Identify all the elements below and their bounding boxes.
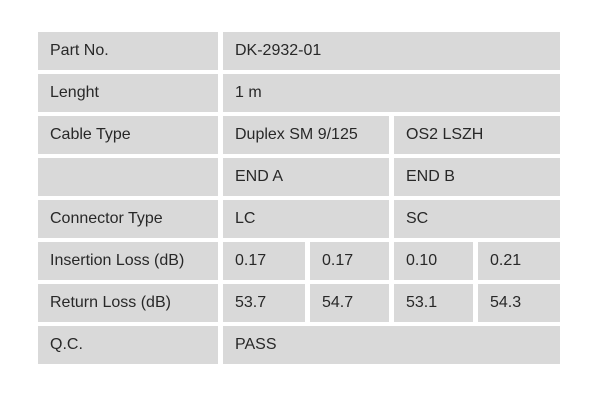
- table-row-insertion-loss: Insertion Loss (dB) 0.17 0.17 0.10 0.21: [38, 242, 560, 280]
- table-row-part-no: Part No. DK-2932-01: [38, 32, 560, 70]
- cable-type-end-a: Duplex SM 9/125: [223, 116, 389, 154]
- cable-type-end-b: OS2 LSZH: [394, 116, 560, 154]
- insertion-loss-end-a-1: 0.17: [223, 242, 305, 280]
- spec-table: Part No. DK-2932-01 Lenght 1 m Cable Typ…: [33, 28, 565, 368]
- table-row-end-headers: END A END B: [38, 158, 560, 196]
- qc-value: PASS: [223, 326, 560, 364]
- insertion-loss-end-b-1: 0.10: [394, 242, 473, 280]
- connector-type-label: Connector Type: [38, 200, 218, 238]
- connector-type-end-b: SC: [394, 200, 560, 238]
- cable-type-label: Cable Type: [38, 116, 218, 154]
- table-row-cable-type: Cable Type Duplex SM 9/125 OS2 LSZH: [38, 116, 560, 154]
- insertion-loss-end-a-2: 0.17: [310, 242, 389, 280]
- end-headers-empty-cell: [38, 158, 218, 196]
- table-row-connector-type: Connector Type LC SC: [38, 200, 560, 238]
- insertion-loss-end-b-2: 0.21: [478, 242, 560, 280]
- connector-type-end-a: LC: [223, 200, 389, 238]
- qc-label: Q.C.: [38, 326, 218, 364]
- length-label: Lenght: [38, 74, 218, 112]
- return-loss-end-b-1: 53.1: [394, 284, 473, 322]
- return-loss-label: Return Loss (dB): [38, 284, 218, 322]
- end-a-header: END A: [223, 158, 389, 196]
- length-value: 1 m: [223, 74, 560, 112]
- part-no-value: DK-2932-01: [223, 32, 560, 70]
- table-row-qc: Q.C. PASS: [38, 326, 560, 364]
- table-row-length: Lenght 1 m: [38, 74, 560, 112]
- part-no-label: Part No.: [38, 32, 218, 70]
- insertion-loss-label: Insertion Loss (dB): [38, 242, 218, 280]
- return-loss-end-b-2: 54.3: [478, 284, 560, 322]
- table-row-return-loss: Return Loss (dB) 53.7 54.7 53.1 54.3: [38, 284, 560, 322]
- end-b-header: END B: [394, 158, 560, 196]
- return-loss-end-a-1: 53.7: [223, 284, 305, 322]
- return-loss-end-a-2: 54.7: [310, 284, 389, 322]
